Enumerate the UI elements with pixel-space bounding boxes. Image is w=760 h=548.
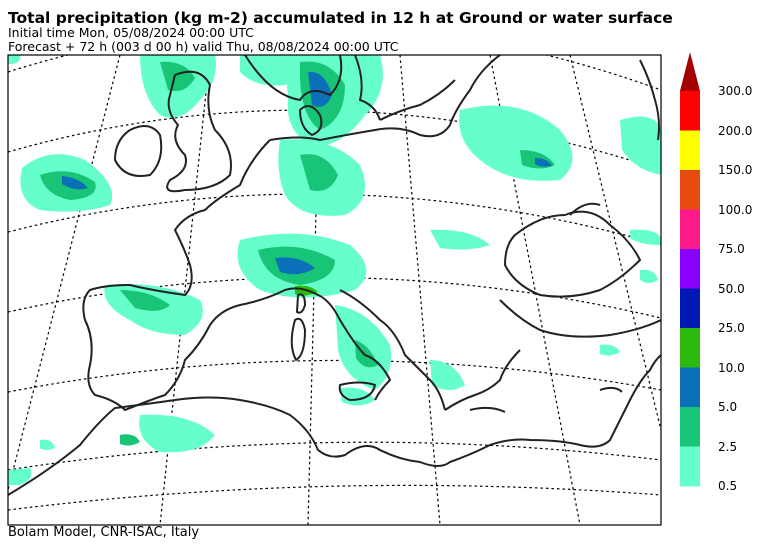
coastline-corsica — [296, 293, 306, 314]
coastline-cyprus — [599, 386, 623, 393]
precip-area — [8, 55, 21, 64]
coastline-crete — [469, 406, 506, 413]
colorbar-level-label: 10.0 — [718, 360, 745, 375]
coastline-scandinavia-east — [354, 55, 381, 121]
coastline-north-africa — [8, 354, 661, 496]
colorbar-level-label: 100.0 — [718, 202, 753, 217]
colorbar-level-label: 2.5 — [718, 439, 738, 454]
precip-area — [430, 360, 465, 390]
coastline-western-europe — [82, 139, 391, 411]
precip-area — [40, 439, 55, 450]
precip-area — [340, 387, 375, 406]
colorbar-level-label: 50.0 — [718, 281, 745, 296]
colorbar-level-label: 5.0 — [718, 400, 738, 414]
graticule-line — [159, 55, 211, 525]
coastline-aegean — [444, 349, 521, 411]
graticule-line — [8, 55, 661, 91]
graticule-line — [8, 441, 661, 471]
colorbar-level-label: 25.0 — [718, 321, 745, 335]
colorbar-swatch — [680, 249, 700, 289]
coastlines — [8, 55, 661, 496]
precip-area — [120, 290, 170, 311]
graticule-line — [8, 55, 121, 491]
map-title: Total precipitation (kg m-2) accumulated… — [8, 9, 673, 27]
map-frame — [7, 54, 662, 526]
colorbar-swatch — [680, 170, 700, 210]
precip-area — [430, 229, 490, 250]
coastline-turkey — [499, 299, 661, 338]
precip-area — [535, 158, 552, 167]
coastline-great-britain — [166, 70, 232, 193]
graticule-line — [8, 109, 661, 171]
precip-area — [620, 116, 661, 175]
precip-area — [62, 176, 88, 190]
precip-area — [355, 340, 378, 368]
coastline-crimea — [569, 202, 601, 216]
coastline-caspian — [639, 59, 660, 141]
graticule-line — [399, 55, 441, 525]
graticule-line — [8, 484, 661, 511]
precip-area — [459, 105, 573, 181]
coastline-denmark — [299, 105, 323, 136]
coastline-europe — [269, 55, 501, 141]
precip-area — [8, 468, 32, 485]
colorbar-level-label: 75.0 — [718, 242, 745, 256]
model-credit: Bolam Model, CNR-ISAC, Italy — [8, 525, 200, 540]
precip-area — [630, 229, 661, 245]
precip-area — [139, 414, 215, 453]
initial-time-label: Initial time Mon, 05/08/2024 00:00 UTC — [8, 25, 254, 40]
colorbar-level-label: 0.5 — [718, 479, 738, 493]
coastline-sicily — [338, 381, 376, 401]
precipitation-areas — [8, 55, 661, 485]
coastline-ireland — [114, 125, 163, 177]
colorbar-swatch — [680, 288, 700, 329]
coastline-baltic — [379, 79, 456, 121]
graticule-line — [569, 55, 661, 431]
colorbar-level-label: 200.0 — [718, 123, 753, 138]
coastline-black-sea — [504, 210, 641, 298]
colorbar-swatch — [680, 130, 700, 171]
colorbar-swatch — [680, 367, 700, 408]
precip-area — [120, 434, 140, 446]
map-content — [8, 55, 661, 525]
colorbar-swatch — [680, 446, 700, 487]
colorbar-swatch — [680, 407, 700, 447]
colorbar-level-label: 300.0 — [718, 84, 753, 98]
forecast-valid-label: Forecast + 72 h (003 d 00 h) valid Thu, … — [8, 39, 399, 54]
colorbar-overflow-triangle — [680, 52, 700, 91]
coastline-adriatic — [339, 289, 446, 411]
colorbar-swatch — [680, 209, 700, 250]
precip-area — [300, 154, 338, 191]
precip-area — [600, 344, 620, 356]
precip-area — [640, 269, 658, 283]
colorbar-level-label: 150.0 — [718, 163, 753, 177]
coastline-scandinavia — [244, 55, 343, 101]
colorbar — [680, 52, 700, 487]
precip-area — [275, 257, 315, 275]
colorbar-swatch — [680, 91, 700, 131]
precip-area — [160, 61, 195, 92]
precip-area — [308, 71, 332, 108]
coastline-sardinia — [290, 317, 306, 361]
graticule-line — [8, 359, 661, 393]
colorbar-swatch — [680, 328, 700, 368]
